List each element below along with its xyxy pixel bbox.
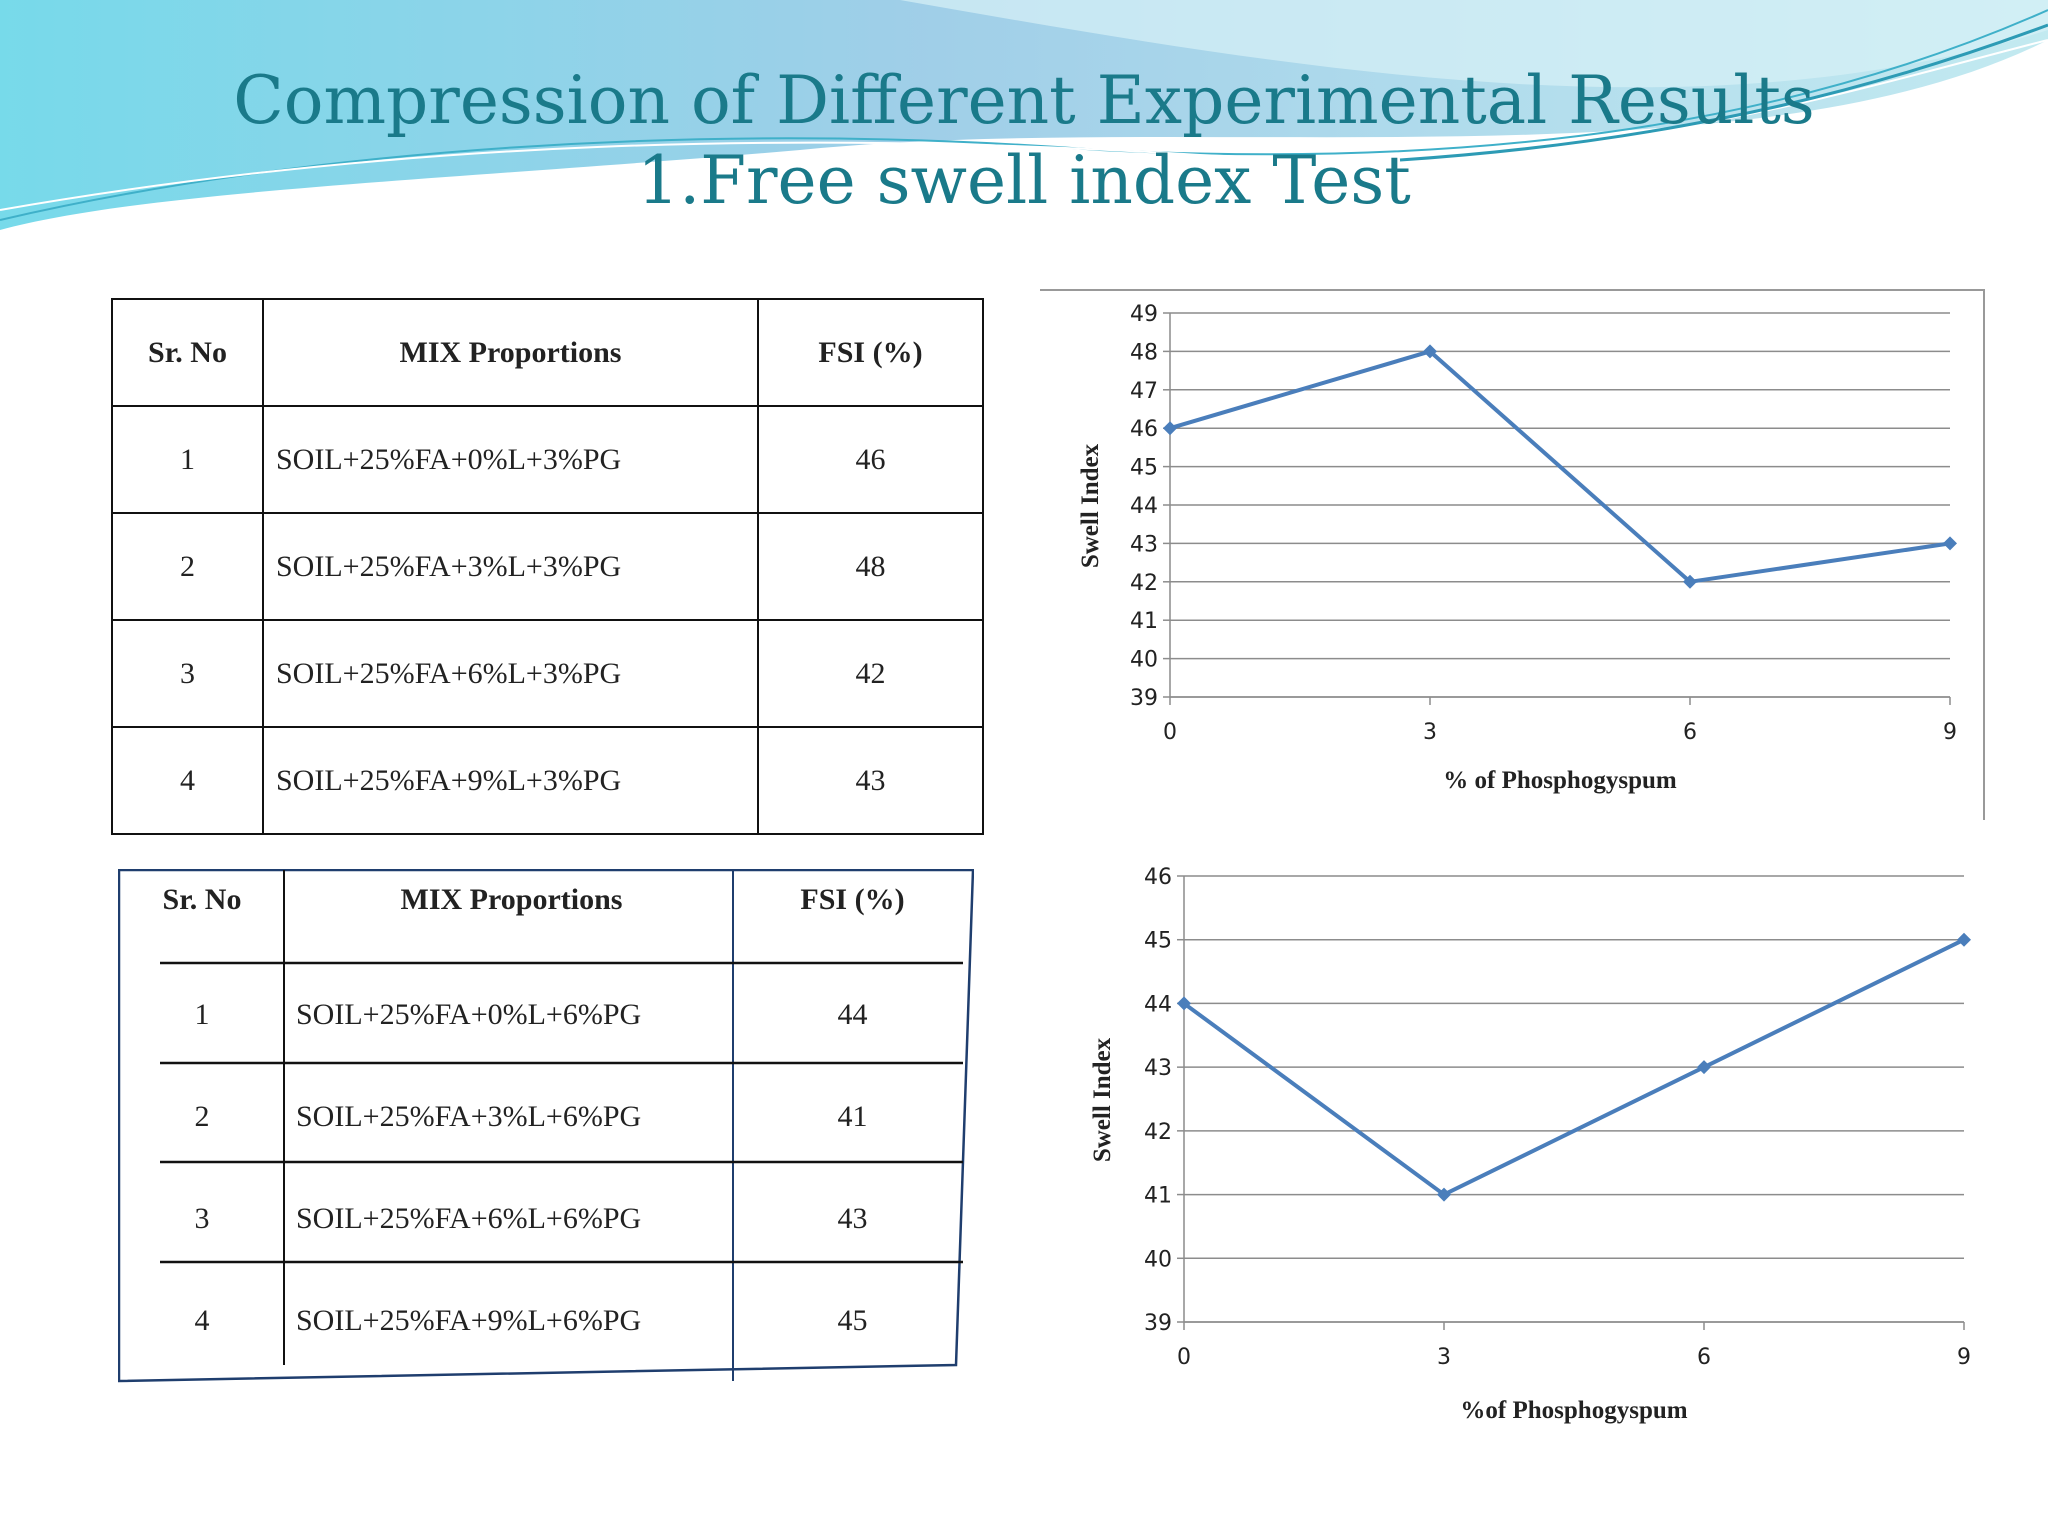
header-mix-proportions: MIX Proportions	[262, 298, 759, 407]
swell-index-chart-3pct-pg: 39 40 41 42 43 44 45 46 47 48 49 0 3 6 9 % of Phosphog…	[1040, 289, 1985, 820]
table-row: 4 SOIL+25%FA+9%L+6%PG 45	[118, 1270, 968, 1372]
y-tick-label: 39	[1130, 686, 1158, 711]
chart-plot-area: 39 40 41 42 43 44 45 46 47 48 49 0 3 6 9	[1130, 302, 1957, 745]
cell-mix: SOIL+25%FA+0%L+3%PG	[262, 405, 759, 514]
swell-index-chart-6pct-pg: 39 40 41 42 43 44 45 46 0 3 6 9 %of Phosphogyspum S…	[1089, 865, 1971, 1424]
x-tick-label: 6	[1683, 720, 1697, 745]
cell-fsi: 45	[837, 1304, 868, 1337]
table2-frame	[118, 869, 974, 1383]
x-tick-label: 3	[1437, 1345, 1451, 1370]
cell-mix: SOIL+25%FA+3%L+3%PG	[262, 512, 759, 621]
slide-title: Compression of Different Experimental Re…	[233, 62, 1815, 139]
header-mix-proportions: MIX Proportions	[400, 883, 623, 916]
y-tick-label: 42	[1130, 571, 1158, 596]
y-tick-label: 45	[1144, 929, 1172, 954]
data-point	[1683, 574, 1697, 589]
y-tick-label: 44	[1144, 992, 1172, 1017]
y-axis-label: Swell Index	[1077, 443, 1104, 568]
y-tick-label: 49	[1130, 302, 1158, 327]
cell-mix: SOIL+25%FA+9%L+3%PG	[262, 726, 759, 835]
y-tick-label: 39	[1144, 1311, 1172, 1336]
y-tick-label: 43	[1130, 532, 1158, 557]
cell-sr-no: 3	[194, 1202, 210, 1235]
data-point	[1177, 996, 1191, 1011]
y-tick-label: 47	[1130, 379, 1158, 404]
header-sr-no: Sr. No	[162, 883, 242, 916]
cell-fsi: 41	[837, 1100, 868, 1133]
x-tick-label: 0	[1177, 1345, 1191, 1370]
y-axis-label: Swell Index	[1089, 1037, 1116, 1162]
cell-mix: SOIL+25%FA+6%L+3%PG	[262, 619, 759, 728]
fsi-table-3pct-pg: Sr. No MIX Proportions FSI (%) 1 SOIL+25…	[111, 298, 984, 835]
y-tick-label: 42	[1144, 1120, 1172, 1145]
table-row: 4 SOIL+25%FA+9%L+3%PG 43	[111, 726, 984, 835]
y-tick-label: 48	[1130, 340, 1158, 365]
cell-sr-no: 2	[194, 1100, 210, 1133]
cell-mix: SOIL+25%FA+0%L+6%PG	[296, 998, 642, 1031]
table-header-row: Sr. No MIX Proportions FSI (%)	[111, 298, 984, 407]
cell-sr-no: 4	[194, 1304, 210, 1337]
y-tick-label: 40	[1144, 1247, 1172, 1272]
cell-mix: SOIL+25%FA+6%L+6%PG	[296, 1202, 642, 1235]
y-tick-label: 46	[1130, 417, 1158, 442]
y-tick-label: 45	[1130, 456, 1158, 481]
x-tick-label: 0	[1163, 720, 1177, 745]
cell-fsi: 43	[837, 1202, 868, 1235]
cell-sr-no: 2	[111, 512, 264, 621]
data-point	[1957, 932, 1971, 947]
y-tick-label: 46	[1144, 865, 1172, 890]
data-point	[1423, 344, 1437, 359]
cell-fsi: 44	[837, 998, 868, 1031]
data-point	[1437, 1187, 1451, 1202]
table-row: 1 SOIL+25%FA+0%L+6%PG 44	[118, 964, 968, 1066]
table-row: 2 SOIL+25%FA+3%L+6%PG 41	[118, 1066, 968, 1168]
cell-sr-no: 1	[111, 405, 264, 514]
cell-sr-no: 3	[111, 619, 264, 728]
table2-grid: Sr. No MIX Proportions FSI (%) 1 SOIL+25…	[118, 869, 968, 1372]
x-tick-label: 6	[1697, 1345, 1711, 1370]
header-wave-decoration	[0, 0, 2048, 230]
data-point	[1697, 1060, 1711, 1075]
x-axis-label: % of Phosphogyspum	[1443, 767, 1677, 794]
table-row: 3 SOIL+25%FA+6%L+3%PG 42	[111, 619, 984, 728]
y-tick-label: 44	[1130, 494, 1158, 519]
cell-mix: SOIL+25%FA+9%L+6%PG	[296, 1304, 642, 1337]
cell-fsi: 48	[757, 512, 984, 621]
cell-fsi: 46	[757, 405, 984, 514]
cell-fsi: 43	[757, 726, 984, 835]
data-point	[1943, 536, 1957, 551]
y-tick-label: 40	[1130, 648, 1158, 673]
cell-sr-no: 4	[111, 726, 264, 835]
chart-plot-area: 39 40 41 42 43 44 45 46 0 3 6 9	[1144, 865, 1971, 1370]
header-fsi: FSI (%)	[757, 298, 984, 407]
table-row: 1 SOIL+25%FA+0%L+3%PG 46	[111, 405, 984, 514]
data-point	[1163, 421, 1177, 436]
fsi-table-6pct-pg: Sr. No MIX Proportions FSI (%) 1 SOIL+25…	[118, 869, 974, 1384]
series-line	[1169, 349, 1951, 584]
x-tick-label: 3	[1423, 720, 1437, 745]
cell-mix: SOIL+25%FA+3%L+6%PG	[296, 1100, 642, 1133]
series-line	[1182, 937, 1965, 1197]
slide-subtitle: 1.Free swell index Test	[637, 142, 1411, 219]
cell-fsi: 42	[757, 619, 984, 728]
y-tick-label: 41	[1144, 1184, 1172, 1209]
cell-sr-no: 1	[194, 998, 210, 1031]
x-tick-label: 9	[1943, 720, 1957, 745]
x-tick-label: 9	[1957, 1345, 1971, 1370]
x-axis-label: %of Phosphogyspum	[1460, 1397, 1687, 1424]
table-row: 3 SOIL+25%FA+6%L+6%PG 43	[118, 1168, 968, 1270]
header-fsi: FSI (%)	[800, 883, 905, 916]
y-tick-label: 43	[1144, 1056, 1172, 1081]
header-sr-no: Sr. No	[111, 298, 264, 407]
table-header-row: Sr. No MIX Proportions FSI (%)	[118, 869, 968, 964]
y-tick-label: 41	[1130, 609, 1158, 634]
table-row: 2 SOIL+25%FA+3%L+3%PG 48	[111, 512, 984, 621]
